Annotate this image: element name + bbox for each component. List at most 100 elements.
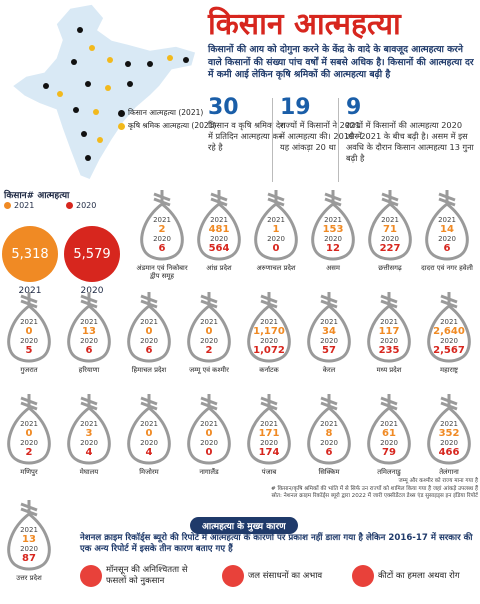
cause-text: कीटों का हमला अथवा रोग bbox=[378, 570, 460, 581]
cell-values: 2021 13 2020 6 bbox=[60, 318, 118, 356]
value-2020: 2 bbox=[25, 447, 33, 458]
state-name: गुजरात bbox=[20, 366, 38, 374]
value-2021: 2,640 bbox=[433, 326, 465, 337]
noose bbox=[247, 394, 291, 465]
cell-values: 2021 352 2020 466 bbox=[420, 420, 478, 458]
value-2020: 0 bbox=[205, 447, 213, 458]
year-label: 2020 bbox=[381, 235, 399, 243]
state-cell: 2021 8 2020 6 सिक्किम bbox=[300, 394, 358, 492]
noose bbox=[67, 292, 111, 363]
value-2021: 34 bbox=[322, 326, 336, 337]
value-2021: 0 bbox=[145, 326, 153, 337]
cell-values: 2021 3 2020 4 bbox=[60, 420, 118, 458]
year-label: 2021 bbox=[260, 420, 278, 428]
value-2020: 6 bbox=[443, 243, 451, 254]
stat-number: 9 bbox=[346, 95, 362, 120]
stat-text: राज्यों में किसानों ने 2021 में आत्महत्य… bbox=[280, 120, 362, 152]
state-cell: 2021 2 2020 6 अंडमान एवं निकोबार द्वीप समूह bbox=[133, 190, 191, 288]
stat-text: राज्यों में किसानों की आत्महत्या 2020 और… bbox=[346, 120, 474, 163]
notes: जम्मू और कश्मीर को राज्य माना गया है # क… bbox=[262, 478, 478, 501]
state-cell: 2021 0 2020 2 मणिपुर bbox=[0, 394, 58, 492]
value-2021: 2 bbox=[158, 224, 166, 235]
year-label: 2021 bbox=[210, 216, 228, 224]
year-label: 2021 bbox=[440, 420, 458, 428]
value-2020: 227 bbox=[379, 243, 401, 254]
state-cell: 2021 3 2020 4 मेघालय bbox=[60, 394, 118, 492]
cell-values: 2021 2,640 2020 2,567 bbox=[420, 318, 478, 356]
year-label: 2021 bbox=[320, 318, 338, 326]
total-year: 2021 bbox=[18, 286, 42, 296]
year-label: 2020 bbox=[324, 235, 342, 243]
value-2021: 13 bbox=[82, 326, 96, 337]
value-2020: 2,567 bbox=[433, 345, 465, 356]
cell-values: 2021 0 2020 2 bbox=[0, 420, 58, 458]
state-name: हरियाणा bbox=[78, 366, 100, 374]
value-2020: 12 bbox=[326, 243, 340, 254]
noose bbox=[311, 190, 355, 261]
noose-shape bbox=[367, 394, 411, 465]
cause: मॉनसून की अनिश्चितता से फसलों को नुकसान bbox=[80, 565, 200, 587]
state-cell: 2021 1,170 2020 1,072 कर्नाटक bbox=[240, 292, 298, 390]
stat: 9 राज्यों में किसानों की आत्महत्या 2020 औ… bbox=[346, 96, 474, 164]
state-name: मध्य प्रदेश bbox=[376, 366, 402, 374]
cell-values: 2021 481 2020 564 bbox=[190, 216, 248, 254]
state-name: जम्मू एवं कश्मीर bbox=[189, 366, 229, 374]
causes-title: आत्महत्या के मुख्य कारण bbox=[190, 517, 298, 534]
noose bbox=[307, 292, 351, 363]
year-label: 2020 bbox=[267, 235, 285, 243]
state-name: हिमाचल प्रदेश bbox=[131, 366, 167, 374]
noose bbox=[427, 292, 471, 363]
year-label: 2020 bbox=[440, 337, 458, 345]
year-label: 2021 bbox=[153, 216, 171, 224]
year-label: 2020 bbox=[380, 337, 398, 345]
state-cell: 2021 71 2020 227 छत्तीसगढ़ bbox=[361, 190, 419, 288]
causes-intro: नेशनल क्राइम रिकॉर्ड्स ब्यूरो की रिपोर्ट… bbox=[80, 533, 473, 554]
cell-values: 2021 13 2020 87 bbox=[0, 526, 58, 564]
value-2020: 4 bbox=[145, 447, 153, 458]
noose-shape bbox=[311, 190, 355, 261]
year-label: 2021 bbox=[381, 216, 399, 224]
value-2021: 117 bbox=[378, 326, 400, 337]
value-2020: 6 bbox=[145, 345, 153, 356]
state-name: महाराष्ट्र bbox=[440, 366, 458, 374]
state-name: केरल bbox=[322, 366, 336, 374]
year-label: 2020 bbox=[200, 439, 218, 447]
stat-number: 19 bbox=[280, 95, 311, 120]
legend-item: कृषि श्रमिक आत्महत्या (2021) bbox=[118, 121, 216, 131]
noose bbox=[127, 292, 171, 363]
total-year: 2020 bbox=[80, 286, 104, 296]
noose bbox=[7, 500, 51, 571]
value-2021: 0 bbox=[25, 428, 33, 439]
separator bbox=[338, 98, 339, 182]
state-cell: 2021 2,640 2020 2,567 महाराष्ट्र bbox=[420, 292, 478, 390]
value-2020: 6 bbox=[85, 345, 93, 356]
noose bbox=[140, 190, 184, 261]
state-name: सिक्किम bbox=[318, 468, 340, 476]
stat: 30 किसान व कृषि श्रमिक देश में प्रतिदिन आ… bbox=[208, 96, 292, 153]
value-2021: 1 bbox=[272, 224, 280, 235]
noose bbox=[187, 394, 231, 465]
state-name: अरुणाचल प्रदेश bbox=[256, 264, 296, 272]
cell-values: 2021 0 2020 0 bbox=[180, 420, 238, 458]
state-cell: 2021 352 2020 466 तेलंगाना bbox=[420, 394, 478, 492]
cell-values: 2021 14 2020 6 bbox=[418, 216, 476, 254]
year-label: 2020 bbox=[260, 337, 278, 345]
state-cell: 2021 0 2020 5 गुजरात bbox=[0, 292, 58, 390]
state-name: आंध्र प्रदेश bbox=[206, 264, 232, 272]
noose-shape bbox=[7, 394, 51, 465]
year-label: 2021 bbox=[267, 216, 285, 224]
value-2021: 481 bbox=[208, 224, 230, 235]
year-label: 2020 bbox=[380, 439, 398, 447]
title: किसान आत्महत्या bbox=[208, 7, 401, 42]
state-name: नागालैंड bbox=[199, 468, 219, 476]
value-2021: 0 bbox=[145, 428, 153, 439]
noose bbox=[197, 190, 241, 261]
year-label: 2020 bbox=[153, 235, 171, 243]
map-shape bbox=[10, 3, 197, 181]
noose bbox=[425, 190, 469, 261]
state-cell: 2021 171 2020 174 पंजाब bbox=[240, 394, 298, 492]
noose-shape bbox=[425, 190, 469, 261]
cell-values: 2021 71 2020 227 bbox=[361, 216, 419, 254]
cell-values: 2021 0 2020 4 bbox=[120, 420, 178, 458]
